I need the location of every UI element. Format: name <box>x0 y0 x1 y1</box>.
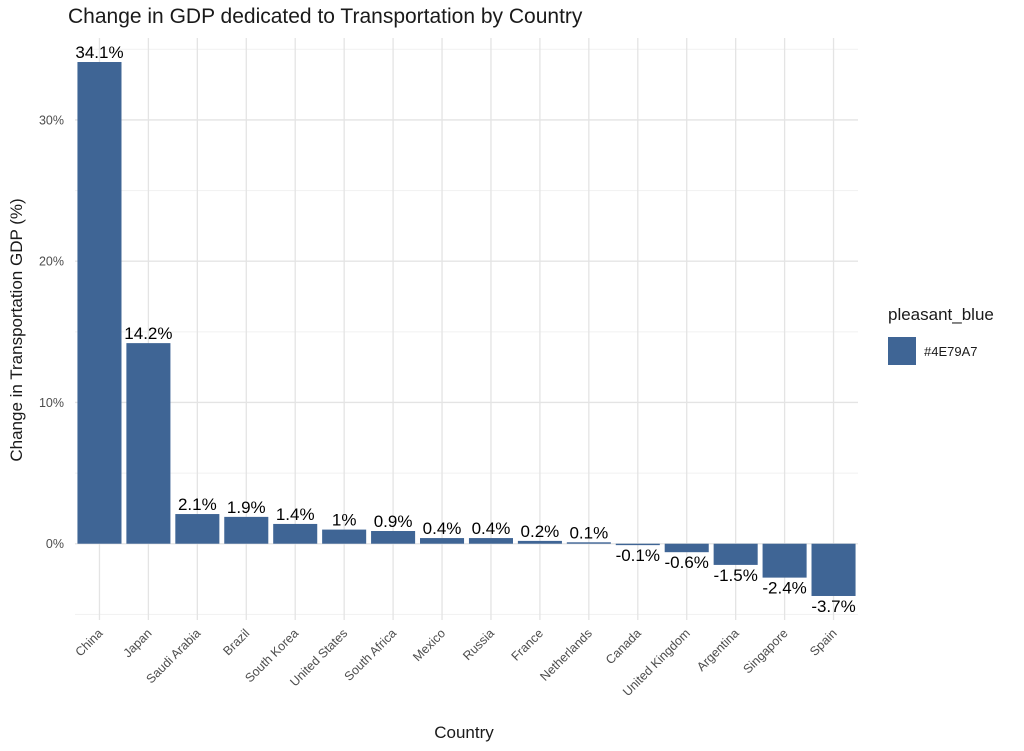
x-tick-label: Canada <box>603 626 644 667</box>
bar <box>566 542 611 544</box>
bar-value-label: 1.9% <box>227 498 266 517</box>
bar-value-label: -3.7% <box>811 597 855 616</box>
bar <box>273 523 318 544</box>
bar-series <box>77 62 856 596</box>
bar <box>322 529 367 544</box>
bar <box>811 543 856 596</box>
legend-swatch <box>888 337 916 365</box>
bar-value-label: 0.4% <box>472 519 511 538</box>
y-axis-ticks: 0% 10% 20% 30% <box>39 113 64 551</box>
bar-value-label: 0.9% <box>374 512 413 531</box>
bar-value-label: 1% <box>332 511 357 530</box>
bar-value-label: -2.4% <box>762 579 806 598</box>
x-tick-label: Argentina <box>694 626 742 674</box>
bar-value-label: -0.6% <box>665 553 709 572</box>
y-tick-label: 0% <box>46 537 64 551</box>
bar <box>175 514 220 544</box>
x-tick-label: Japan <box>121 626 155 660</box>
bar <box>420 538 465 544</box>
x-tick-label: Singapore <box>741 626 791 676</box>
bar <box>664 543 709 553</box>
bar <box>762 543 807 578</box>
bar-value-label: -0.1% <box>616 546 660 565</box>
x-tick-label: Mexico <box>410 626 448 664</box>
bar <box>615 543 660 546</box>
x-tick-label: Russia <box>460 626 497 663</box>
bar-value-label: 0.4% <box>423 519 462 538</box>
bar-value-label: 2.1% <box>178 495 217 514</box>
bar-value-label: 0.1% <box>569 523 608 542</box>
bar-value-label: 34.1% <box>75 43 123 62</box>
bar-value-label: -1.5% <box>713 566 757 585</box>
y-tick-label: 10% <box>39 396 64 410</box>
bar <box>371 531 416 544</box>
legend: pleasant_blue #4E79A7 <box>888 305 994 365</box>
bar-value-label: 0.2% <box>521 522 560 541</box>
bar <box>713 543 758 565</box>
x-tick-label: China <box>73 626 106 659</box>
y-tick-label: 20% <box>39 255 64 269</box>
x-tick-label: South Africa <box>342 626 400 684</box>
x-tick-label: Spain <box>807 626 840 659</box>
x-tick-label: Netherlands <box>537 626 595 684</box>
y-axis-label: Change in Transportation GDP (%) <box>7 198 26 461</box>
x-tick-label: France <box>509 626 546 663</box>
bar <box>224 516 269 544</box>
bar <box>77 62 122 544</box>
y-tick-label: 30% <box>39 113 64 127</box>
bar <box>517 540 562 544</box>
x-axis-label: Country <box>434 723 494 742</box>
bar-value-label: 14.2% <box>124 324 172 343</box>
bar <box>468 538 513 544</box>
value-labels: 34.1% 14.2% 2.1% 1.9% 1.4% 1% 0.9% 0.4% 0.4% 0.2%… <box>75 43 855 616</box>
x-tick-label: Brazil <box>220 626 252 658</box>
legend-item: #4E79A7 <box>888 337 994 365</box>
bar-value-label: 1.4% <box>276 505 315 524</box>
legend-label: #4E79A7 <box>924 343 978 359</box>
chart-title: Change in GDP dedicated to Transportatio… <box>68 5 583 28</box>
legend-title: pleasant_blue <box>888 305 994 324</box>
bar <box>126 343 171 544</box>
